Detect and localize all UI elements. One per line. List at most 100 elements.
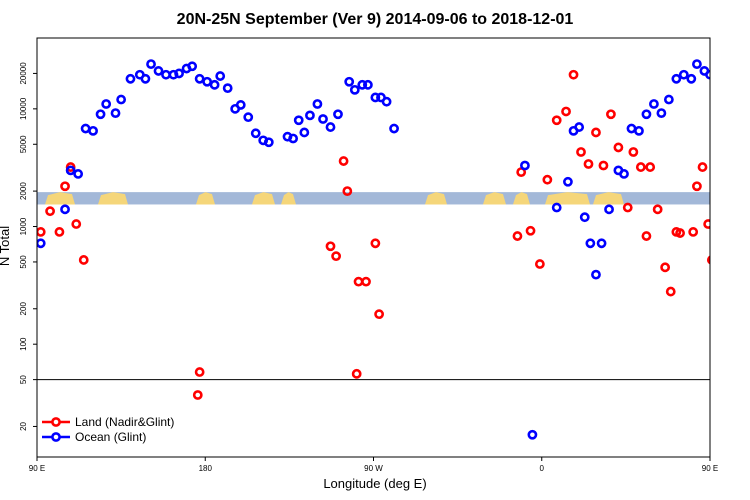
ocean-point [174, 68, 184, 79]
ocean-point [649, 99, 659, 109]
ocean-point [591, 269, 601, 280]
ocean-point [527, 429, 538, 440]
ocean-point [325, 122, 336, 132]
map-land [98, 192, 128, 205]
land-point [60, 181, 70, 192]
ocean-point [551, 202, 562, 213]
land-point [561, 106, 571, 117]
map-land [483, 192, 506, 205]
ocean-point [146, 59, 156, 70]
land-point [45, 206, 55, 217]
ocean-point [563, 176, 573, 187]
ocean-point [65, 165, 76, 176]
ocean-point [299, 127, 310, 138]
y-tick-label: 20 [19, 421, 28, 430]
ocean-point [168, 69, 179, 80]
land-point [606, 109, 616, 120]
land-point [641, 231, 652, 241]
land-point [525, 225, 536, 236]
land-point [361, 276, 371, 287]
land-point [534, 259, 545, 269]
map-land [425, 192, 447, 205]
land-point [697, 162, 708, 172]
y-tick-label: 500 [19, 255, 28, 269]
map-land [513, 192, 530, 205]
ocean-point [686, 73, 697, 84]
y-tick-label: 20000 [19, 62, 28, 85]
ocean-point [574, 122, 585, 132]
land-point [703, 219, 710, 229]
ocean-point [641, 109, 652, 120]
ocean-point [389, 123, 399, 134]
ocean-point [362, 79, 373, 90]
y-axis-ticks: 20 50 100 200 500 1000 2000 5000 10000 20000 [19, 62, 37, 431]
ocean-point [73, 169, 84, 179]
land-point [568, 69, 579, 80]
ocean-point [125, 73, 136, 84]
ocean-point [381, 96, 392, 107]
legend-marker [51, 432, 61, 442]
ocean-point [243, 112, 254, 123]
y-tick-label: 50 [19, 375, 28, 384]
legend-label: Land (Nadir&Glint) [75, 415, 174, 429]
ocean-point [357, 79, 368, 90]
ocean-point [692, 59, 702, 70]
x-axis-ticks: 90 E 180 90 W 0 90 E [29, 457, 718, 473]
ocean-point [235, 100, 246, 110]
land-point [512, 231, 523, 241]
ocean-point [215, 71, 226, 81]
ocean-point [349, 84, 360, 95]
ocean-point [60, 204, 70, 215]
ocean-point [344, 76, 355, 87]
ocean-point [663, 94, 674, 105]
map-land [545, 192, 590, 205]
land-point [54, 227, 65, 237]
x-tick-label: 180 [199, 464, 213, 473]
ocean-point [263, 137, 274, 148]
land-point [331, 251, 342, 262]
land-point [706, 255, 710, 265]
map-land [196, 192, 215, 205]
land-point [591, 127, 601, 138]
ocean-point [95, 109, 106, 120]
y-tick-label: 10000 [19, 97, 28, 120]
y-tick-label: 100 [19, 337, 28, 351]
ocean-point [88, 125, 98, 136]
ocean-point [705, 69, 710, 80]
land-point [551, 115, 562, 126]
land-point [692, 181, 702, 192]
ocean-point [678, 69, 689, 80]
ocean-point [671, 73, 682, 84]
legend-label: Ocean (Glint) [75, 430, 146, 444]
land-point [635, 162, 646, 172]
ocean-point [222, 83, 233, 94]
land-point [370, 238, 381, 249]
ocean-point [101, 99, 112, 109]
legend-marker [51, 417, 61, 427]
ocean-point [209, 79, 220, 90]
ocean-point [318, 114, 328, 124]
ocean-point [619, 169, 629, 179]
land-point [628, 147, 639, 157]
land-point [665, 286, 676, 297]
ocean-point [520, 160, 530, 171]
ocean-point [250, 128, 261, 139]
y-tick-label: 200 [19, 302, 28, 316]
land-point [192, 390, 203, 400]
legend: Land (Nadir&Glint)Ocean (Glint) [42, 415, 174, 444]
land-point [660, 262, 671, 273]
ocean-point [116, 94, 127, 105]
land-point [688, 227, 699, 237]
land-point [374, 309, 385, 320]
ocean-point [370, 92, 381, 103]
y-tick-label: 1000 [19, 217, 28, 235]
x-tick-label: 90 W [364, 464, 383, 473]
ocean-point [634, 125, 644, 136]
ocean-point [604, 204, 614, 215]
ocean-point [333, 109, 343, 120]
ocean-point [585, 238, 596, 249]
land-point [78, 255, 89, 265]
map-land [281, 192, 296, 205]
x-tick-label: 0 [540, 464, 545, 473]
map-land [252, 192, 275, 205]
